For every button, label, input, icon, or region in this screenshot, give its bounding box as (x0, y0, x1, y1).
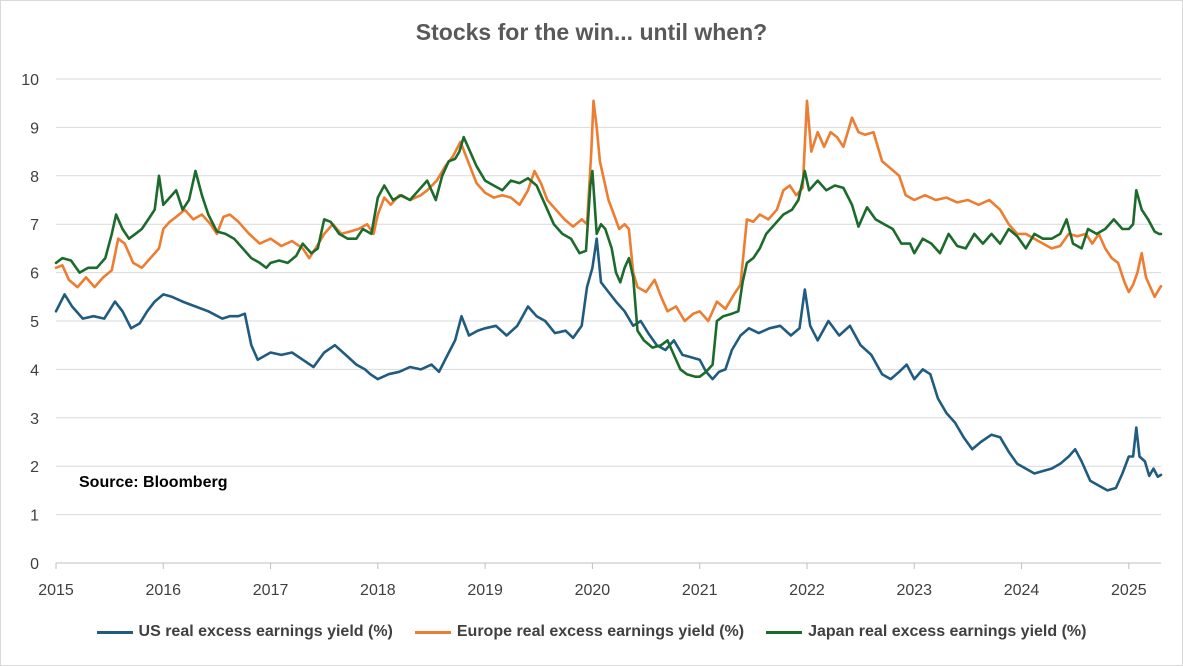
legend-swatch (414, 630, 451, 634)
series-lines (54, 99, 1163, 492)
legend-item: Japan real excess earnings yield (%) (766, 623, 1086, 641)
x-tick-label: 2021 (682, 582, 718, 599)
y-tick-label: 6 (30, 266, 39, 283)
x-tick-label: 2022 (789, 582, 825, 599)
x-tick-label: 2025 (1111, 582, 1147, 599)
source-annotation: Source: Bloomberg (79, 474, 228, 491)
series-line-1 (54, 99, 1163, 323)
x-tick-label: 2017 (253, 582, 289, 599)
y-tick-label: 2 (30, 459, 39, 476)
legend-label: Japan real excess earnings yield (%) (808, 623, 1087, 640)
axes: 0 1 2 3 4 5 6 7 8 9 10 2015 2016 2017 2018 2019 2020 2021… (21, 72, 1161, 599)
legend-label: Europe real excess earnings yield (%) (456, 623, 745, 640)
gridlines (56, 78, 1161, 516)
y-tick-label: 0 (30, 556, 39, 573)
y-tick-label: 1 (30, 508, 39, 525)
y-tick-label: 5 (30, 314, 39, 331)
x-tick-label: 2016 (145, 582, 181, 599)
x-tick-label: 2024 (1004, 582, 1040, 599)
y-tick-label: 9 (30, 120, 39, 137)
chart-title: Stocks for the win... until when? (415, 19, 768, 45)
x-tick-label: 2019 (467, 582, 503, 599)
legend-item: Europe real excess earnings yield (%) (414, 623, 745, 641)
x-tick-label: 2018 (360, 582, 396, 599)
x-tick-label: 2015 (38, 582, 74, 599)
y-tick-label: 4 (30, 362, 39, 379)
y-tick-label: 3 (30, 411, 39, 428)
legend-item: US real excess earnings yield (%) (96, 623, 393, 641)
legend-label: US real excess earnings yield (%) (138, 623, 393, 640)
y-tick-label: 8 (30, 169, 39, 186)
legend: US real excess earnings yield (%) Europe … (1, 623, 1182, 641)
legend-swatch (96, 630, 133, 634)
series-line-2 (54, 135, 1163, 378)
legend-swatch (766, 630, 803, 634)
series-line-0 (54, 237, 1163, 492)
x-tick-label: 2023 (896, 582, 932, 599)
y-tick-label: 7 (30, 217, 39, 234)
x-tick-label: 2020 (575, 582, 611, 599)
y-tick-label: 10 (21, 72, 39, 89)
